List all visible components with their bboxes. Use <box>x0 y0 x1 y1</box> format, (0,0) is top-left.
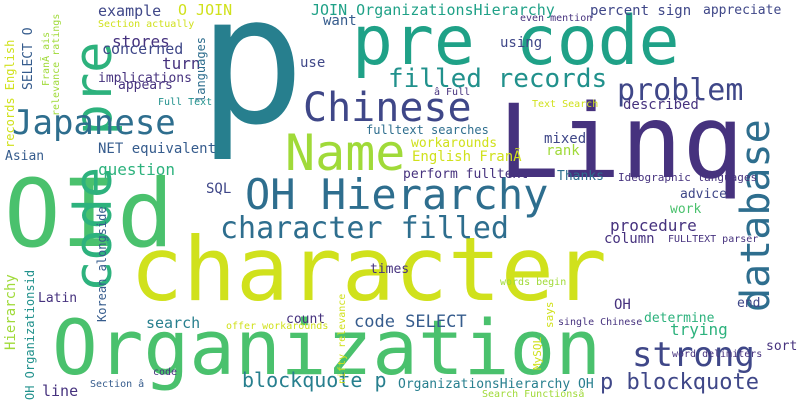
word-thanks: Thanks <box>557 169 604 184</box>
word-concerned: concerned <box>102 40 184 58</box>
word-text-search: Text Search <box>532 99 599 110</box>
word-oid: OId <box>4 160 174 269</box>
word-organizationshierarchy-oh: OrganizationsHierarchy OH <box>398 377 594 392</box>
word-rank: rank <box>546 143 580 159</box>
word-single-chinese: single Chinese <box>558 317 643 328</box>
word-filled-records: filled records <box>388 64 608 94</box>
word-japanese: Japanese <box>12 103 176 143</box>
word-p-blockquote: p blockquote <box>600 370 759 395</box>
word-records-english: records English <box>3 39 17 148</box>
word-name: Name <box>285 124 406 182</box>
word-chinese: Chinese <box>303 85 472 131</box>
word-procedure: procedure <box>610 216 697 235</box>
word-count: count <box>286 312 326 327</box>
word-problem: problem <box>617 73 744 108</box>
word-relevance-ratings: relevance ratings <box>51 13 62 116</box>
word-mixed: mixed <box>544 131 587 147</box>
word-implications: implications <box>98 71 192 86</box>
word-languages: languages <box>194 36 208 102</box>
word-says: says <box>543 301 556 329</box>
word-use: use <box>300 55 326 71</box>
word-oh-organizationsid: OH Organizationsid <box>23 269 37 400</box>
word-search: search <box>146 314 201 332</box>
word-described: described <box>623 97 699 113</box>
word-join-organizationshierarchy: JOIN OrganizationsHierarchy <box>311 1 555 19</box>
word-latin: Latin <box>38 291 78 306</box>
word-select-o: SELECT O <box>21 27 36 90</box>
word-o-join: O JOIN <box>178 1 233 19</box>
word-question: question <box>98 160 176 179</box>
word-workarounds: workarounds <box>411 136 498 151</box>
word-hierarchy: Hierarchy <box>3 274 19 350</box>
word-using: using <box>500 35 543 51</box>
word-advice: advice <box>680 187 727 202</box>
word-code-select: code SELECT <box>354 312 467 332</box>
word-search-functions: Search Functionsâ <box>482 389 585 400</box>
word-code-small: code <box>153 367 178 378</box>
word-stores: stores <box>112 32 170 51</box>
word-want: want <box>323 13 357 29</box>
word-korean-alongside: Korean alongside <box>95 206 109 322</box>
word-linq: Linq <box>498 83 744 202</box>
word-determine: determine <box>644 311 715 326</box>
word-a-full: â Full <box>434 87 471 98</box>
word-section-a: Section â <box>90 379 145 390</box>
word-fulltext-searches: fulltext searches <box>366 123 489 137</box>
word-line: line <box>42 382 79 400</box>
word-character-filled: character filled <box>220 211 509 246</box>
word-organization: Organization <box>52 303 602 392</box>
word-character: character <box>130 218 607 321</box>
word-p: p <box>198 0 306 164</box>
word-appears: appears <box>118 78 173 93</box>
word-nifty-relevance: nifty relevance <box>337 293 348 384</box>
word-appreciate: appreciate <box>703 3 782 18</box>
word-end: end <box>737 296 761 311</box>
word-work: work <box>670 202 702 217</box>
word-sort: sort <box>766 339 798 354</box>
word-perform-fulltext: perform fulltext <box>403 167 529 182</box>
word-strong: strong <box>632 335 755 375</box>
word-section-actually: Section actually <box>98 19 195 30</box>
word-turn: turn <box>162 54 201 73</box>
word-asian: Asian <box>5 149 45 164</box>
word-even-mention: even mention <box>520 13 593 24</box>
word-full-text: Full Text <box>158 97 213 108</box>
word-mysql: MySQL <box>531 336 544 370</box>
word-percent-sign: percent sign <box>590 3 692 19</box>
word-fulltext-parser: FULLTEXT parser <box>668 234 759 245</box>
word-net-equivalent: NET equivalent <box>98 141 217 157</box>
word-words-begin: words begin <box>500 277 567 288</box>
word-times: times <box>370 262 410 277</box>
word-column: column <box>604 231 655 247</box>
word-sql: SQL <box>206 181 232 197</box>
word-ideographic-languages: Ideographic languages <box>618 171 758 184</box>
word-example: example <box>98 2 162 20</box>
word-pre-code: pre code <box>352 2 680 81</box>
word-offer-workarounds: offer workarounds <box>226 321 329 332</box>
word-oh-small: OH <box>614 297 631 313</box>
word-trying: trying <box>670 320 728 339</box>
word-database: database <box>733 119 779 312</box>
word-word-delimiters: word delimiters <box>672 349 763 360</box>
word-oh-hierarchy: OH Hierarchy <box>245 170 549 219</box>
word-english-franc: English FranÃ <box>412 149 522 165</box>
word-blockquote-p: blockquote p <box>242 368 387 392</box>
